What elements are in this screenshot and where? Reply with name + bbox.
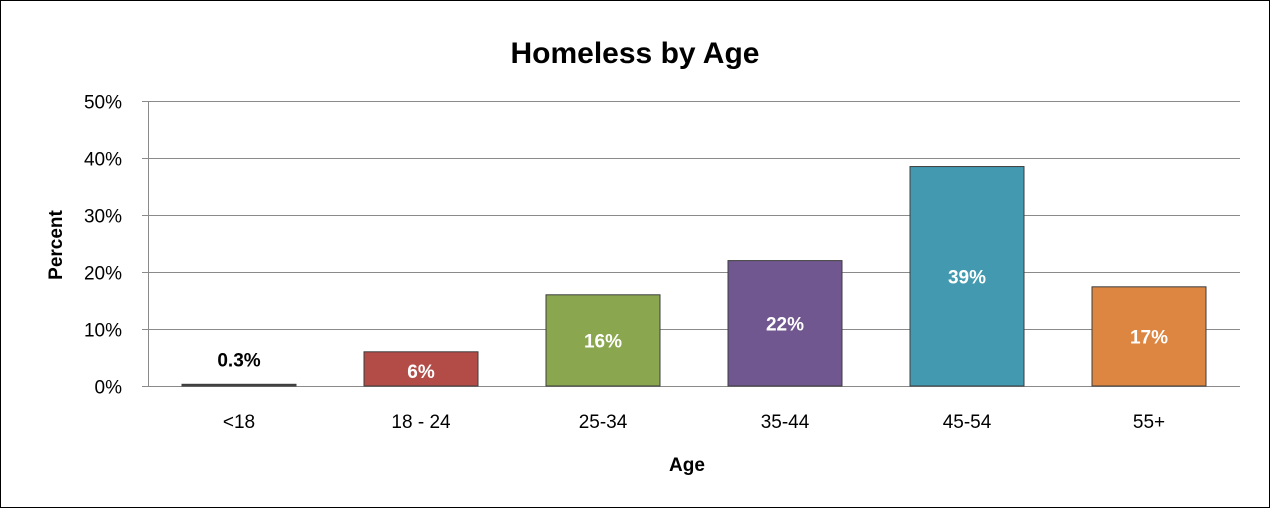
chart-title: Homeless by Age: [511, 37, 760, 70]
data-label: 17%: [1130, 327, 1168, 348]
y-tick-label: 30%: [84, 207, 122, 228]
x-tick-label: 25-34: [579, 412, 628, 433]
y-tick-label: 20%: [84, 264, 122, 285]
data-label: 6%: [407, 362, 435, 383]
x-tick-label: 18 - 24: [391, 412, 451, 433]
data-label: 0.3%: [217, 350, 260, 371]
data-label: 39%: [948, 267, 986, 288]
bar-1: [181, 383, 297, 387]
x-axis-title: Age: [669, 455, 705, 476]
y-tick-label: 10%: [84, 321, 122, 342]
bar-4: [727, 260, 843, 387]
gridlines: [142, 101, 1240, 387]
x-axis-ticks: <18 18 - 24 25-34 35-44 45-54 55+: [223, 412, 1165, 433]
data-label: 22%: [766, 314, 804, 335]
data-label: 16%: [584, 331, 622, 352]
x-tick-label: 35-44: [761, 412, 810, 433]
x-tick-label: 45-54: [943, 412, 992, 433]
bar-2: [363, 351, 479, 387]
x-tick-label: <18: [223, 412, 255, 433]
x-tick-label: 55+: [1133, 412, 1165, 433]
bar-3: [545, 294, 661, 387]
bar-5: [909, 166, 1025, 387]
y-tick-label: 0%: [95, 378, 123, 399]
bar-6: [1091, 286, 1207, 387]
y-tick-label: 40%: [84, 150, 122, 171]
bars: [181, 166, 1207, 387]
y-tick-label: 50%: [84, 93, 122, 114]
data-labels: 0.3% 6% 16% 22% 39% 17%: [217, 267, 1168, 383]
y-axis-title: Percent: [46, 209, 67, 279]
y-axis-ticks: 0% 10% 20% 30% 40% 50%: [84, 93, 122, 399]
